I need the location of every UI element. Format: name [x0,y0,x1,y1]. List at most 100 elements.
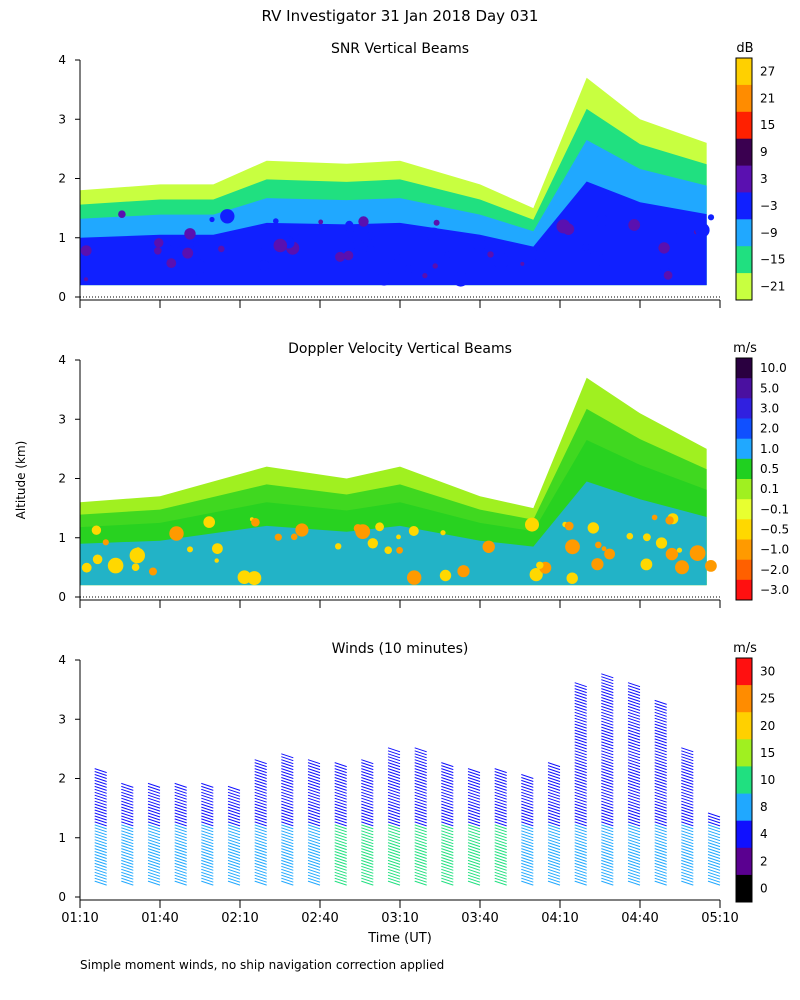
wind-barb [467,854,481,859]
x-tick-label: 04:10 [541,911,578,926]
wind-barb [521,803,534,809]
wind-barb [121,857,134,862]
wind-barb [147,851,161,856]
colorbar-label: 4 [760,827,768,841]
wind-barb [467,877,481,883]
wind-barb [281,806,294,812]
echo-cell [529,568,543,582]
wind-barb [681,824,694,830]
wind-barb [601,806,614,812]
wind-barb [227,842,241,848]
wind-barb [467,845,481,851]
wind-barb [121,782,134,788]
echo-cell [689,545,706,561]
wind-barb [441,827,454,833]
wind-barb [307,785,321,791]
echo-cell [640,558,653,571]
wind-barb [707,871,721,877]
wind-barb [547,771,561,776]
wind-barb [627,806,641,812]
wind-barb [494,851,507,856]
wind-barb [227,803,241,809]
wind-barb [627,862,641,868]
wind-barb [467,868,481,874]
echo-cell [534,249,547,262]
wind-barb [361,803,374,809]
wind-barb [601,839,614,845]
wind-barb [707,845,721,851]
wind-barb [121,809,134,815]
wind-barb [467,821,481,827]
colorbar-label: 25 [760,692,775,706]
wind-barb [147,800,161,806]
wind-barb [574,865,587,871]
echo-cell [408,526,419,536]
wind-barb [414,865,427,871]
wind-barb [227,827,241,833]
wind-barb [387,759,401,765]
wind-barb [121,818,134,824]
panel-2: Doppler Velocity Vertical Beams01234m/s1… [58,341,789,608]
wind-barb [387,750,401,756]
echo-cell [564,521,574,531]
wind-barb [281,809,294,815]
wind-barb [387,830,401,836]
wind-barb [94,827,107,833]
wind-barb [654,774,667,779]
wind-barb [281,880,294,886]
wind-barb [681,779,694,785]
wind-barb [494,874,507,880]
wind-barb [681,794,694,800]
wind-barb [387,768,401,774]
wind-barb [467,871,481,877]
wind-barb [574,711,587,717]
wind-barb [174,785,187,791]
echo-cell [273,218,279,224]
wind-barb [574,774,587,779]
wind-barb [547,865,561,871]
wind-barb [387,877,401,883]
echo-cell [149,567,157,576]
echo-cell [587,522,599,534]
wind-barb [521,809,534,815]
wind-barb [681,836,694,842]
wind-barb [174,815,187,821]
wind-barb [414,774,427,779]
wind-barb [227,871,241,877]
colorbar-swatch [736,559,752,581]
wind-barb [601,880,614,886]
wind-barb [681,854,694,859]
wind-barb [334,762,347,768]
wind-barb [361,782,374,788]
wind-barb [441,806,454,812]
wind-barb [174,851,187,856]
wind-barb [201,785,214,791]
wind-barb [174,791,187,797]
wind-barb [627,765,641,771]
wind-barb [334,842,347,848]
wind-barb [601,809,614,815]
wind-barb [361,874,374,880]
wind-barb [174,824,187,830]
wind-barb [387,765,401,771]
wind-barb [681,839,694,845]
echo-cell [166,258,177,268]
echo-cell [129,547,145,564]
wind-barb [307,865,321,871]
wind-barb [574,729,587,735]
wind-barb [387,821,401,827]
wind-barb [441,857,454,862]
wind-barb [441,821,454,827]
x-tick-label: 04:40 [621,911,658,926]
wind-barb [414,747,427,753]
wind-barb [627,880,641,886]
wind-barb [121,842,134,848]
wind-barb [307,862,321,868]
echo-cell [520,261,525,266]
wind-barb [574,702,587,708]
wind-barb [494,839,507,845]
wind-barb [441,785,454,791]
wind-barb [121,854,134,859]
wind-barb [94,824,107,830]
wind-barb [361,771,374,776]
